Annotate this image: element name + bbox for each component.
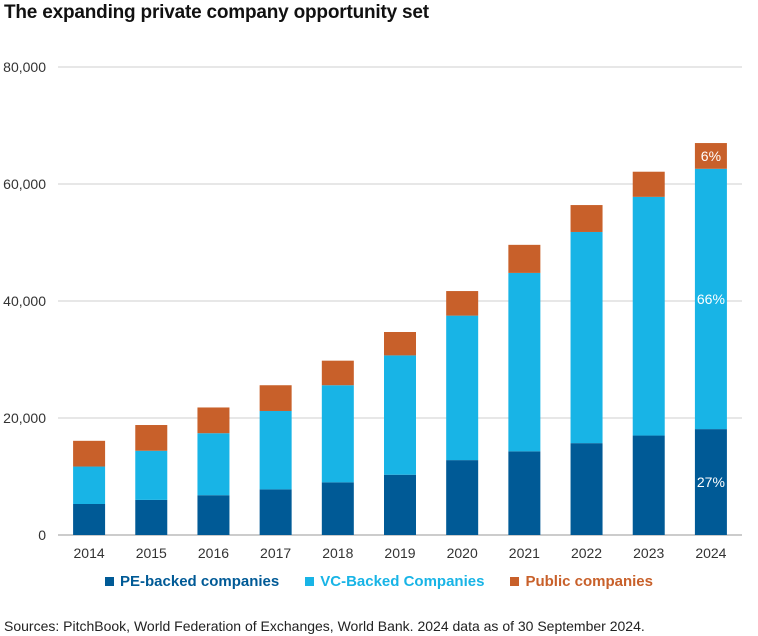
annotations: 27% 66% 6% [697,148,725,490]
bar-vc-backed-companies-2018 [321,385,354,483]
bar-vc-backed-companies-2022 [570,231,603,444]
bar-public-companies-2014 [73,440,106,467]
source-note: Sources: PitchBook, World Federation of … [4,618,645,634]
annotation-label: 27% [697,474,725,490]
legend-swatch [105,577,114,586]
bars [73,143,727,535]
bar-vc-backed-companies-2016 [197,433,230,496]
x-tick-label: 2021 [509,545,540,561]
legend-item: VC-Backed Companies [305,573,484,590]
bar-vc-backed-companies-2023 [632,196,665,436]
legend: PE-backed companies VC-Backed Companies Pu… [0,573,758,590]
y-axis: 0 20,000 40,000 60,000 80,000 [3,59,46,543]
y-tick-label: 0 [38,527,46,543]
bar-public-companies-2018 [321,360,354,386]
bar-public-companies-2020 [446,291,479,316]
y-tick-label: 80,000 [3,59,46,75]
bar-vc-backed-companies-2017 [259,410,292,490]
bar-pe-backed-companies-2019 [384,474,416,535]
bar-public-companies-2019 [384,332,416,356]
bar-pe-backed-companies-2023 [632,435,665,535]
bar-vc-backed-companies-2019 [384,355,416,475]
bar-public-companies-2022 [570,205,603,232]
bar-pe-backed-companies-2018 [321,482,354,535]
bar-public-companies-2016 [197,407,230,434]
chart-title: The expanding private company opportunit… [4,2,429,23]
bar-pe-backed-companies-2024 [694,429,727,535]
bar-public-companies-2023 [632,171,665,197]
bar-pe-backed-companies-2022 [570,443,603,535]
x-tick-label: 2019 [384,545,415,561]
bar-vc-backed-companies-2014 [73,466,106,504]
x-tick-label: 2024 [695,545,726,561]
y-tick-label: 40,000 [3,293,46,309]
bar-pe-backed-companies-2016 [197,495,230,535]
bar-vc-backed-companies-2020 [446,315,479,461]
legend-item: PE-backed companies [105,573,279,590]
x-tick-label: 2022 [571,545,602,561]
bar-vc-backed-companies-2021 [508,272,541,452]
legend-label: PE-backed companies [120,573,280,590]
bar-pe-backed-companies-2015 [135,499,168,535]
y-tick-label: 60,000 [3,176,46,192]
bar-pe-backed-companies-2021 [508,451,541,535]
bar-public-companies-2015 [135,425,168,451]
x-tick-label: 2018 [322,545,353,561]
bar-public-companies-2017 [259,385,292,411]
annotation-label: 66% [697,291,725,307]
bar-pe-backed-companies-2020 [446,460,479,535]
bar-pe-backed-companies-2014 [73,503,106,535]
x-tick-label: 2020 [447,545,478,561]
x-tick-label: 2014 [74,545,105,561]
legend-item: Public companies [510,573,653,590]
legend-label: Public companies [525,573,653,590]
x-tick-label: 2016 [198,545,229,561]
x-tick-label: 2015 [136,545,167,561]
bar-pe-backed-companies-2017 [259,489,292,535]
legend-swatch [305,577,315,586]
legend-label: VC-Backed Companies [320,573,485,590]
x-tick-label: 2023 [633,545,664,561]
bar-vc-backed-companies-2015 [135,450,168,500]
x-axis: 2014 2015 2016 2017 2018 2019 2020 2021 2022 2023… [74,545,727,561]
legend-swatch [510,577,520,586]
y-tick-label: 20,000 [3,410,46,426]
bar-public-companies-2024 [694,143,727,169]
bar-vc-backed-companies-2024 [694,168,727,430]
bar-public-companies-2021 [508,244,541,273]
x-tick-label: 2017 [260,545,291,561]
annotation-label: 6% [701,148,721,164]
